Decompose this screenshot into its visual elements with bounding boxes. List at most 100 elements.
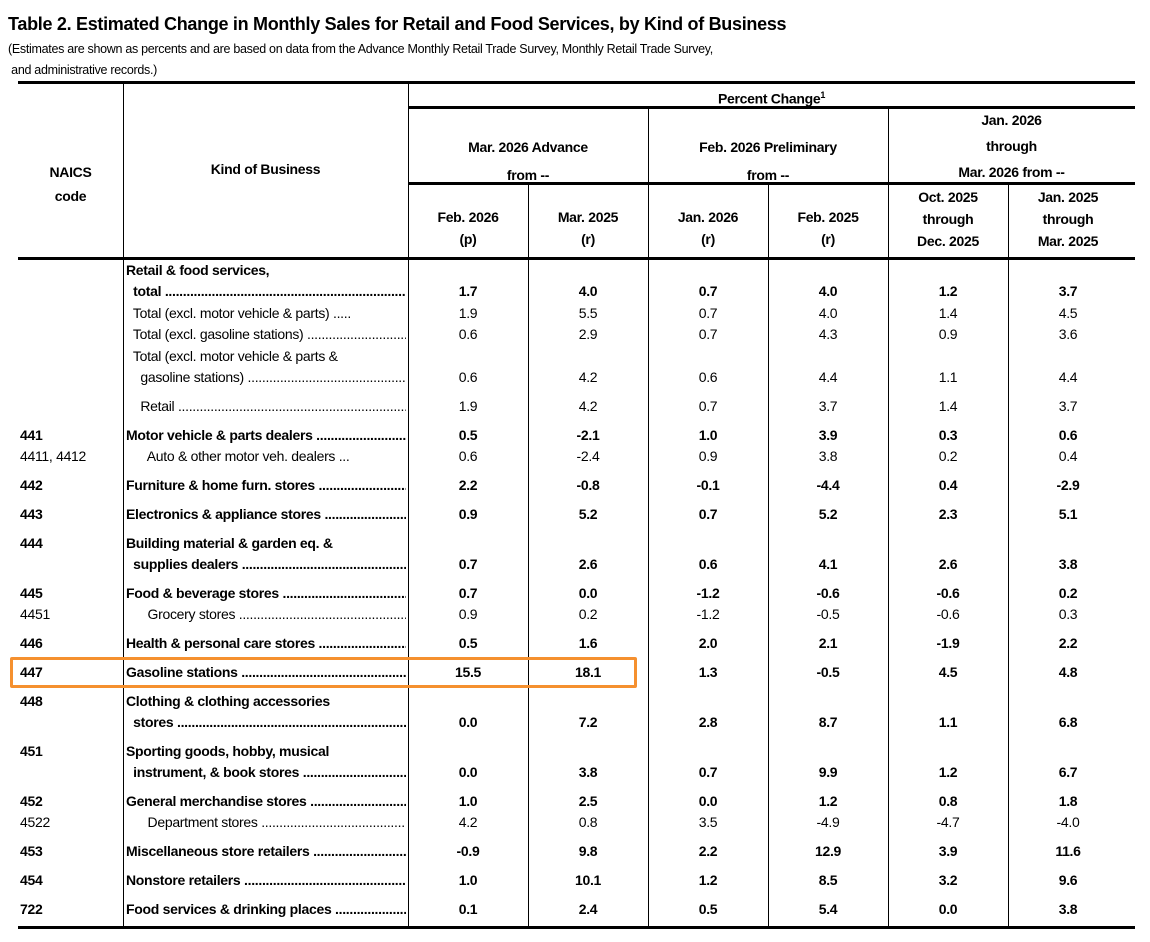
table-subtitle-line2: and administrative records.) [8,63,158,77]
kind-of-business: total [126,281,406,301]
kind-of-business: Health & personal care stores [126,633,406,653]
kind-of-business: Retail [126,396,406,416]
value-cell: 6.8 [1058,714,1078,730]
value-cell: 2.0 [698,635,718,651]
value-cell: 2.2 [1058,635,1078,651]
column-header-line: (r) [701,231,715,247]
value-cell: 0.2 [938,448,958,464]
value-cell: 10.1 [574,872,602,888]
kind-label: Miscellaneous store retailers [126,843,406,859]
value-cell: 0.5 [458,427,478,443]
naics-code: 4451 [20,606,50,622]
value-cell: 2.6 [578,556,598,572]
value-cell: 0.5 [698,901,718,917]
value-cell: 2.6 [938,556,958,572]
value-cell: 2.4 [578,901,598,917]
naics-code: 453 [20,843,43,859]
kind-of-business: Electronics & appliance stores [126,504,406,524]
group-header-preliminary: Feb. 2026 Preliminary from -- [648,133,888,189]
kind-of-business: instrument, & book stores [126,762,406,782]
value-cell: 0.0 [938,901,958,917]
column-header: Mar. 2025 (r) [528,206,648,250]
column-divider [1008,184,1009,927]
column-divider [408,83,409,927]
column-header-line: Feb. 2025 [797,209,859,225]
kind-label: Total (excl. gasoline stations) [126,326,406,342]
kind-label: Department stores [126,814,406,830]
value-cell: 6.7 [1058,764,1078,780]
group-header-line: from -- [506,167,550,183]
value-cell: 4.8 [1058,664,1078,680]
value-cell: 3.7 [818,398,838,414]
value-cell: 1.8 [1058,793,1078,809]
value-cell: 0.9 [458,506,478,522]
kind-of-business: Motor vehicle & parts dealers [126,425,406,445]
value-cell: 0.7 [698,506,718,522]
value-cell: -0.5 [816,606,840,622]
kind-label: Gasoline stations [126,664,406,680]
value-cell: 0.4 [938,477,958,493]
naics-header: NAICS code [18,160,123,208]
percent-change-header: Percent Change1 [408,83,1135,111]
value-cell: 0.8 [938,793,958,809]
kind-label: instrument, & book stores [126,764,406,780]
value-cell: 1.2 [698,872,718,888]
group-header-line: from -- [746,167,790,183]
value-cell: 0.0 [458,714,478,730]
naics-code: 444 [20,535,43,551]
value-cell: -0.6 [936,606,960,622]
value-cell: 0.6 [698,556,718,572]
kind-of-business: Furniture & home furn. stores [126,475,406,495]
column-divider [123,83,124,927]
column-header-line: through [922,211,974,227]
value-cell: 2.2 [458,477,478,493]
bottom-rule [18,926,1135,929]
value-cell: 0.6 [1058,427,1078,443]
value-cell: 1.1 [938,714,958,730]
value-cell: 3.9 [818,427,838,443]
value-cell: -1.9 [936,635,960,651]
kind-label: Total (excl. motor vehicle & parts & [126,348,338,364]
kind-of-business: Total (excl. motor vehicle & parts & [126,346,406,366]
value-cell: 0.3 [1058,606,1078,622]
value-cell: 11.6 [1055,843,1081,859]
value-cell: 3.8 [578,764,598,780]
value-cell: 1.1 [938,369,958,385]
kind-of-business: Grocery stores [126,604,406,624]
value-cell: -0.6 [816,585,840,601]
value-cell: 0.9 [938,326,958,342]
kind-of-business-header: Kind of Business [210,161,321,177]
value-cell: 1.9 [458,398,478,414]
value-cell: 1.2 [818,793,838,809]
percent-change-rule [408,106,1135,109]
kind-of-business: Clothing & clothing accessories [126,691,406,711]
value-cell: 0.2 [578,606,598,622]
group-header-line: through [986,138,1037,154]
value-cell: 3.8 [1058,556,1078,572]
value-cell: -1.2 [696,585,720,601]
value-cell: 15.5 [454,664,482,680]
column-header-line: through [1042,211,1094,227]
value-cell: -1.2 [696,606,720,622]
value-cell: 0.6 [458,326,478,342]
kind-of-business: Gasoline stations [126,662,406,682]
value-cell: 0.0 [458,764,478,780]
value-cell: 0.2 [1058,585,1078,601]
group-header-ytd: Jan. 2026 through Mar. 2026 from -- [888,107,1135,185]
group-header-line: Mar. 2026 Advance [468,139,588,155]
value-cell: 0.7 [458,556,478,572]
value-cell: 1.3 [698,664,718,680]
value-cell: -4.0 [1056,814,1080,830]
kind-label: Retail [126,398,406,414]
value-cell: 0.6 [458,369,478,385]
kind-label: total [126,283,406,299]
kind-of-business: Miscellaneous store retailers [126,841,406,861]
value-cell: 0.0 [698,793,718,809]
column-header-line: (r) [581,231,595,247]
naics-header-line: NAICS [49,164,92,180]
value-cell: 2.8 [698,714,718,730]
naics-code: 445 [20,585,43,601]
value-cell: 4.0 [578,283,598,299]
kind-label: Nonstore retailers [126,872,406,888]
value-cell: -0.8 [576,477,600,493]
